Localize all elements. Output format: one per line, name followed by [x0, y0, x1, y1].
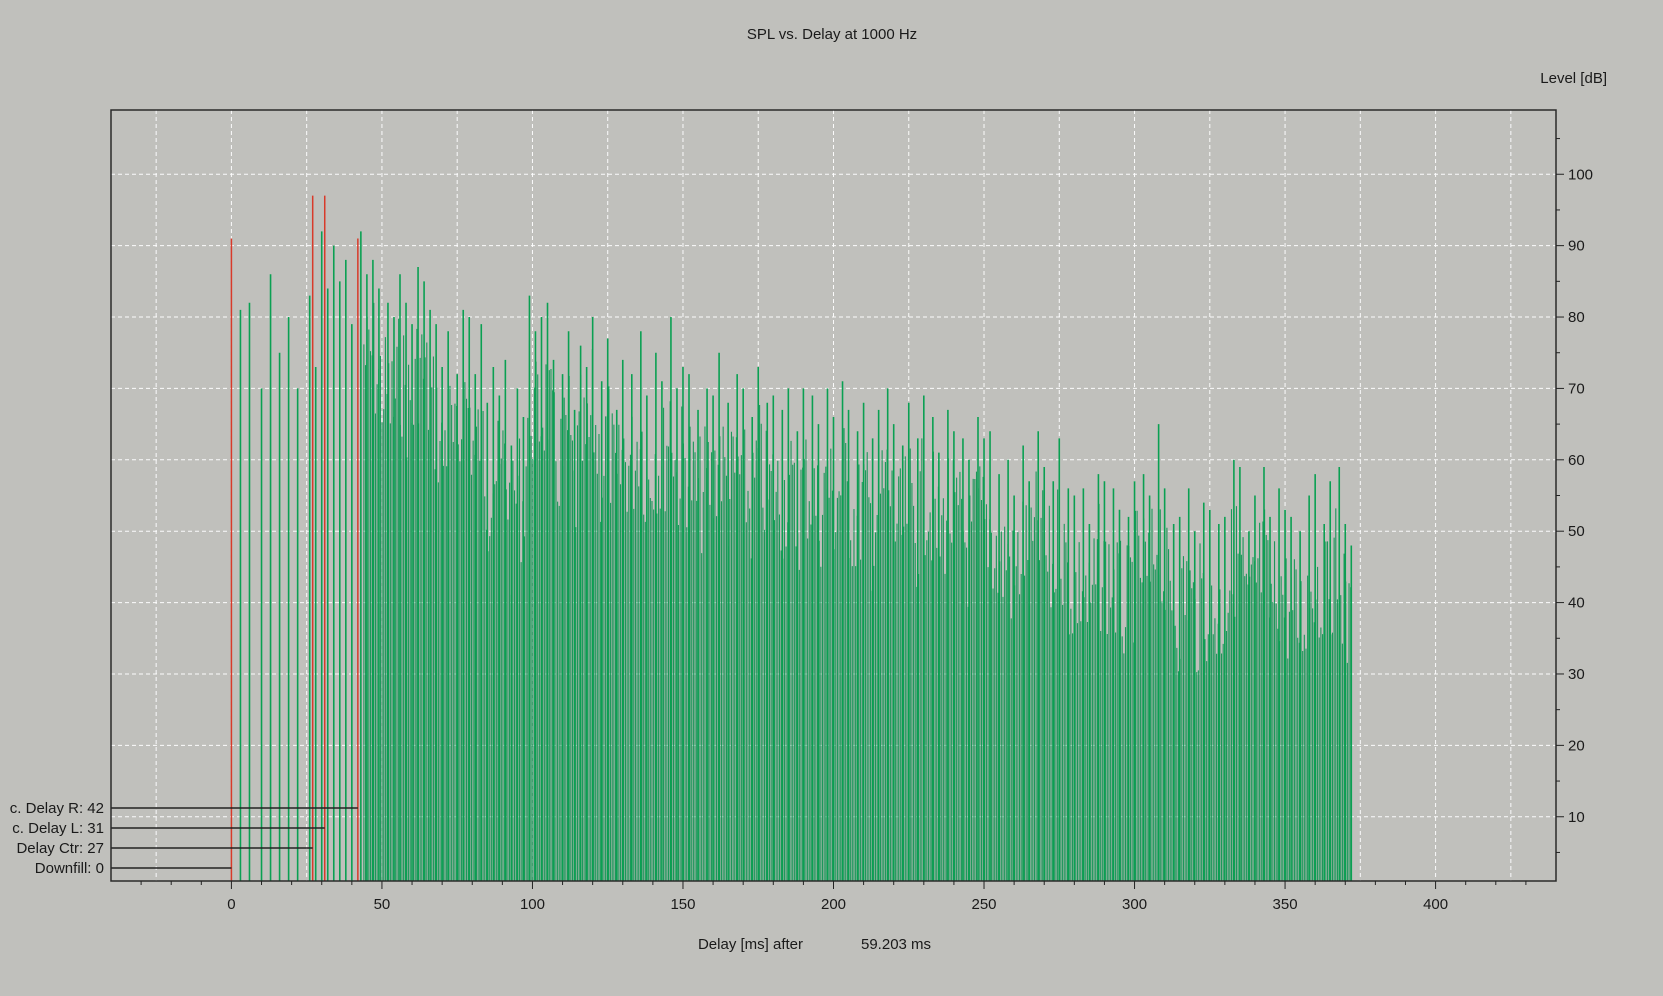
y-axis-ticks: 10 20 30 40 50 60 70 80 90 100 [1556, 138, 1593, 853]
x-tick-label: 200 [821, 896, 846, 913]
y-tick-label: 40 [1568, 595, 1585, 612]
delay-marker-label: Delay Ctr: 27 [16, 840, 104, 857]
chart-title: SPL vs. Delay at 1000 Hz [747, 26, 917, 43]
x-tick-label: 100 [520, 896, 545, 913]
x-tick-label: 150 [670, 896, 695, 913]
delay-markers: Downfill: 0 Delay Ctr: 27 c. Delay L: 31 c.… [10, 195, 359, 881]
y-tick-label: 30 [1568, 666, 1585, 683]
x-tick-label: 250 [972, 896, 997, 913]
x-tick-label: 50 [374, 896, 391, 913]
y-tick-label: 90 [1568, 238, 1585, 255]
x-axis-label: Delay [ms] after [698, 936, 803, 953]
delay-marker-label: c. Delay R: 42 [10, 800, 104, 817]
y-tick-label: 10 [1568, 809, 1585, 826]
y-tick-label: 100 [1568, 166, 1593, 183]
delay-marker-label: c. Delay L: 31 [12, 820, 104, 837]
y-tick-label: 50 [1568, 523, 1585, 540]
y-tick-label: 80 [1568, 309, 1585, 326]
x-axis-ticks: 0 50 100 150 200 250 300 350 400 [140, 881, 1527, 913]
x-tick-label: 0 [227, 896, 235, 913]
bar-series [239, 231, 1353, 881]
y-tick-label: 20 [1568, 737, 1585, 754]
x-tick-label: 350 [1273, 896, 1298, 913]
y-tick-label: 70 [1568, 380, 1585, 397]
delay-marker-label: Downfill: 0 [35, 860, 104, 877]
y-tick-label: 60 [1568, 452, 1585, 469]
x-tick-label: 400 [1423, 896, 1448, 913]
y-axis-label: Level [dB] [1540, 70, 1607, 87]
x-axis-reference-delay: 59.203 ms [861, 936, 931, 953]
x-tick-label: 300 [1122, 896, 1147, 913]
